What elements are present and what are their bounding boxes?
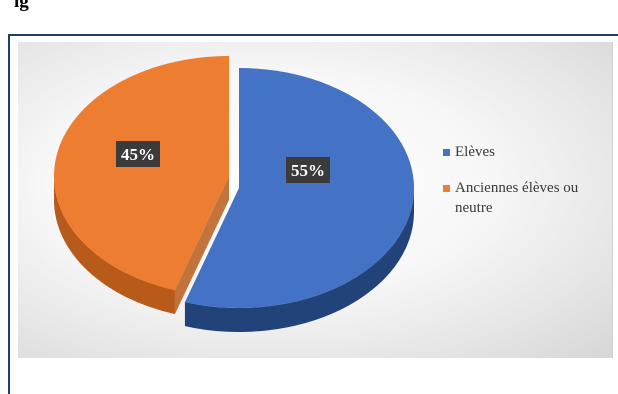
legend-item-eleves: Elèves (443, 142, 613, 162)
heading-fragment: ig (14, 0, 29, 12)
data-label-text-1: 45% (121, 145, 155, 164)
pie-side-wall-1 (54, 176, 175, 315)
legend-swatch-eleves (443, 149, 450, 156)
data-label-text-0: 55% (291, 161, 325, 180)
data-label-box-1 (116, 141, 160, 167)
legend-label-eleves: Elèves (455, 144, 495, 160)
pie-side-wall-0 (184, 188, 414, 332)
data-label-box-0 (286, 157, 330, 183)
chart-area: 55% 45% Elèves Anciennes élèves ou neutre (18, 42, 613, 358)
legend-label-anciennes: Anciennes élèves ou neutre (455, 180, 579, 216)
pie-cut-wall-1 (174, 176, 229, 315)
pie-slice-1 (53, 56, 230, 291)
pie-chart: 55% 45% (53, 56, 414, 332)
data-label-1: 45% (116, 141, 160, 167)
pie-slice-side-1 (54, 176, 229, 315)
pie-slice-side-0 (184, 188, 414, 332)
pie-slice-0 (184, 68, 414, 308)
frame-left-border (8, 34, 10, 394)
legend-swatch-anciennes (443, 185, 450, 192)
frame-top-border (8, 34, 618, 36)
data-label-0: 55% (286, 157, 330, 183)
legend-item-anciennes: Anciennes élèves ou neutre (443, 178, 613, 218)
chart-legend: Elèves Anciennes élèves ou neutre (443, 142, 613, 234)
